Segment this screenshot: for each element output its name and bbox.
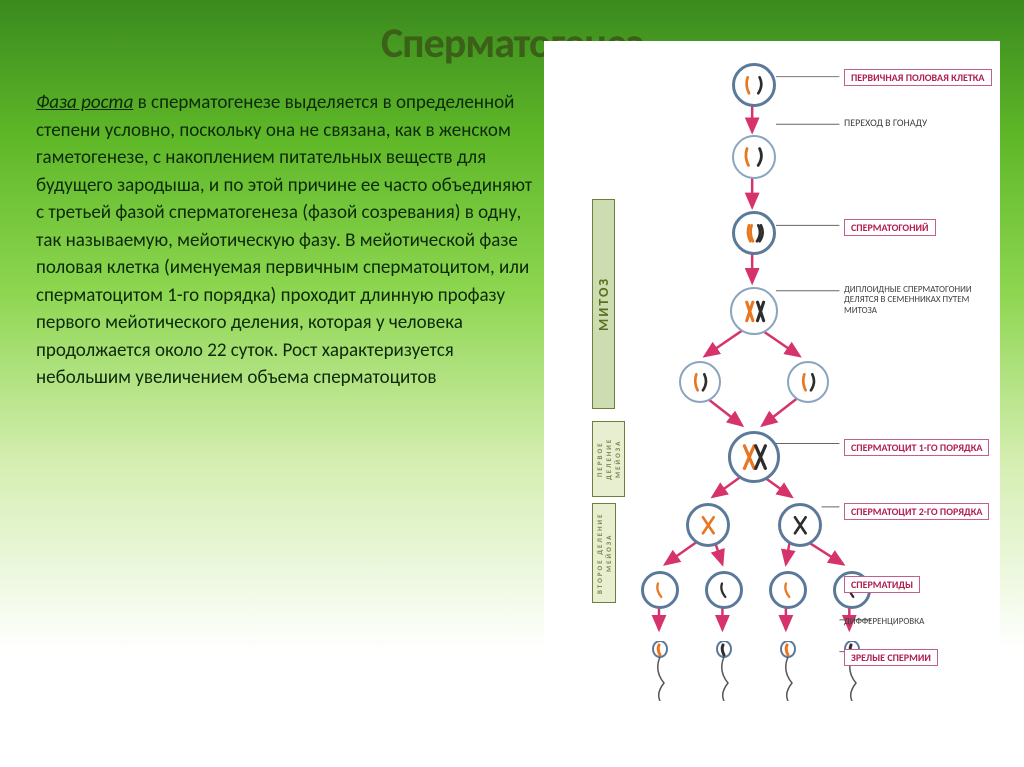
label-mature: ЗРЕЛЫЕ СПЕРМИИ — [844, 649, 938, 666]
content-row: Фаза роста в сперматогенезе выделяется в… — [0, 69, 1024, 701]
label-spermatogonium: СПЕРМАТОГОНИЙ — [844, 219, 936, 236]
cell-diploid — [730, 287, 778, 335]
phase-label: Фаза роста — [36, 91, 133, 114]
cell-spermatogonium — [732, 211, 776, 255]
label-sc2: СПЕРМАТОЦИТ 2-ГО ПОРЯДКА — [844, 503, 989, 520]
label-primordial: ПЕРВИЧНАЯ ПОЛОВАЯ КЛЕТКА — [844, 69, 992, 86]
stage-meiosis1: ПЕРВОЕ ДЕЛЕНИЕ МЕЙОЗА — [592, 421, 625, 497]
sperm-3 — [774, 641, 802, 701]
spermatogenesis-diagram: МИТОЗ ПЕРВОЕ ДЕЛЕНИЕ МЕЙОЗА ВТОРОЕ ДЕЛЕНИЕ… — [544, 41, 1000, 701]
label-diploid_note: ДИПЛОИДНЫЕ СПЕРМАТОГОНИИ ДЕЛЯТСЯ В СЕМЕН… — [844, 285, 1000, 316]
cell-tid3 — [769, 571, 807, 609]
cell-dip_left — [679, 361, 721, 403]
label-sc1: СПЕРМАТОЦИТ 1-ГО ПОРЯДКА — [844, 439, 989, 456]
cell-gonad — [732, 135, 776, 179]
cell-primordial — [732, 63, 776, 107]
body-paragraph: Фаза роста в сперматогенезе выделяется в… — [36, 89, 536, 392]
cell-tid2 — [705, 571, 743, 609]
cell-sc2_left — [686, 503, 730, 547]
label-diff: ДИФФЕРЕНЦИРОВКА — [844, 617, 924, 627]
sperm-1 — [646, 641, 674, 701]
paragraph-tail: в сперматогенезе выделяется в определенн… — [36, 91, 532, 389]
text-column: Фаза роста в сперматогенезе выделяется в… — [36, 89, 536, 701]
sperm-2 — [710, 641, 738, 701]
cell-sc2_right — [778, 503, 822, 547]
cell-dip_right — [787, 361, 829, 403]
diagram-column: МИТОЗ ПЕРВОЕ ДЕЛЕНИЕ МЕЙОЗА ВТОРОЕ ДЕЛЕНИЕ… — [544, 41, 1000, 701]
cell-tid1 — [641, 571, 679, 609]
stage-mitosis: МИТОЗ — [592, 199, 615, 409]
stage-meiosis2: ВТОРОЕ ДЕЛЕНИЕ МЕЙОЗА — [592, 503, 616, 603]
label-to_gonad: ПЕРЕХОД В ГОНАДУ — [844, 117, 927, 129]
cell-spermatocyte1 — [728, 431, 780, 483]
label-spermatids: СПЕРМАТИДЫ — [844, 576, 920, 593]
